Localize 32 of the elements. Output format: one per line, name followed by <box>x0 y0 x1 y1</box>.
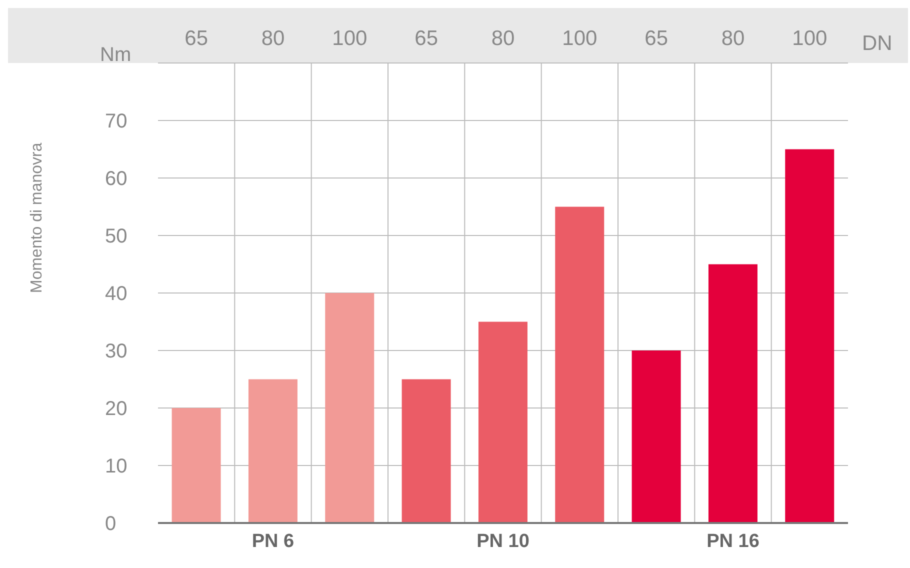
x-tick-label: 80 <box>491 27 515 50</box>
x-tick-label: 65 <box>184 27 208 50</box>
bar <box>478 322 528 523</box>
x-tick-label: 65 <box>644 27 668 50</box>
x-tick-label: 100 <box>792 27 828 50</box>
text: Nm <box>100 44 132 67</box>
x-tick-label: 100 <box>332 27 368 50</box>
y-tick-label: 10 <box>105 456 128 478</box>
y-tick-label: 40 <box>105 283 128 306</box>
series-label: PN 10 <box>476 531 530 553</box>
bar <box>172 408 221 523</box>
x-axis-title: DN <box>862 32 892 56</box>
bar <box>402 379 451 523</box>
x-tick-label: 100 <box>562 27 598 50</box>
series-label: PN 16 <box>706 531 760 553</box>
y-tick-label: 30 <box>105 340 128 363</box>
bar <box>555 206 604 523</box>
bar <box>248 379 298 523</box>
bar <box>632 350 681 523</box>
bar <box>785 149 834 523</box>
y-tick-label: 60 <box>105 168 128 190</box>
y-tick-label: 20 <box>105 398 128 420</box>
y-tick-label: 70 <box>105 110 128 133</box>
bar <box>325 293 374 523</box>
y-axis-title: Momento di manovra <box>28 142 46 293</box>
x-tick-label: 65 <box>414 27 438 50</box>
bar <box>708 264 758 523</box>
x-tick-label: 80 <box>261 27 285 50</box>
series-label: PN 6 <box>250 531 296 553</box>
x-tick-label: 80 <box>721 27 745 50</box>
y-tick-label: 50 <box>105 226 128 248</box>
y-tick-label: 0 <box>105 513 116 536</box>
